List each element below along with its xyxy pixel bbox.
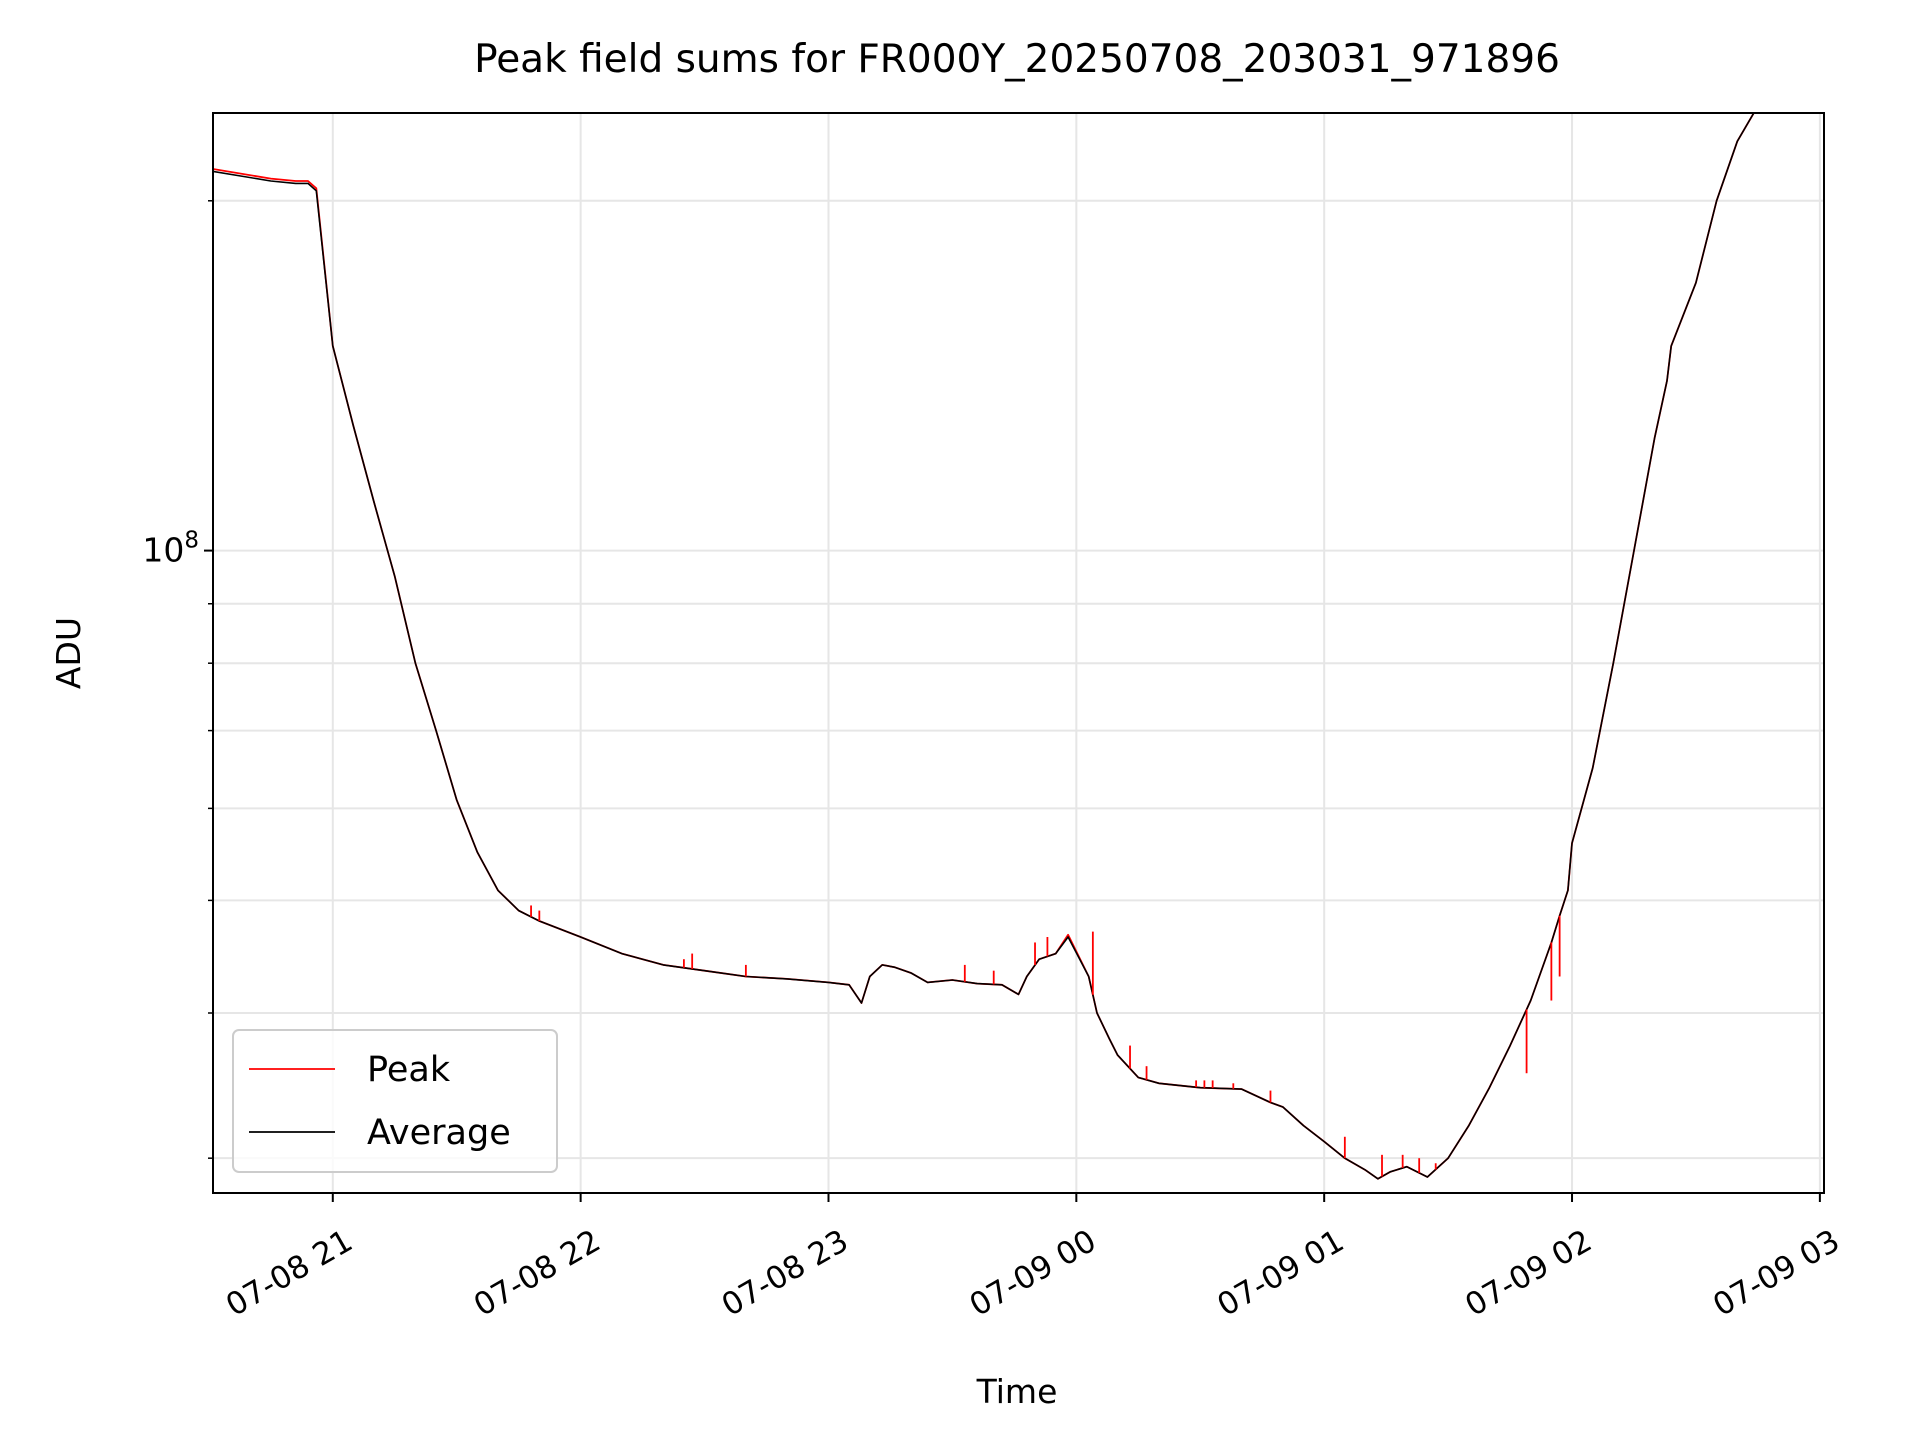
legend-label-peak: Peak — [367, 1050, 451, 1090]
legend-label-average: Average — [367, 1113, 511, 1153]
plot-frame — [212, 112, 1825, 1194]
series-lines — [213, 113, 1755, 1180]
x-axis-label: Time — [976, 1372, 1058, 1411]
series-line-average — [213, 113, 1755, 1180]
grid — [213, 113, 1824, 1193]
peak-spikes — [530, 905, 1561, 1177]
y-axis: 108 — [142, 200, 213, 1159]
y-axis-label: ADU — [49, 617, 88, 689]
legend-box — [232, 1029, 558, 1173]
chart-title: Peak field sums for FR000Y_20250708_2030… — [474, 37, 1560, 82]
legend: Peak Average — [232, 1029, 558, 1173]
y-tick-label: 108 — [142, 528, 199, 570]
